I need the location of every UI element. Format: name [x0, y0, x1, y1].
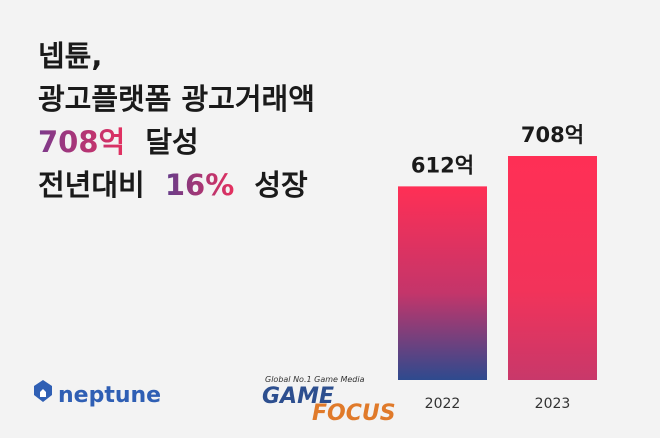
headline-highlight: 708억 [38, 125, 125, 159]
headline-text: 성장 [254, 168, 308, 202]
headline-line: 광고플랫폼 광고거래액 [38, 82, 315, 116]
headline-line: 전년대비 16% 성장 [38, 168, 308, 202]
value-label: 708억 [521, 123, 584, 147]
brand-logo: neptune [34, 380, 161, 408]
headline-text: 달성 [145, 125, 198, 159]
bar [398, 186, 487, 380]
headline-highlight: 16% [165, 168, 234, 202]
brand-name: neptune [58, 383, 161, 408]
x-tick-label: 2023 [535, 396, 571, 412]
media-name: FOCUS [312, 401, 396, 426]
value-label: 612억 [411, 153, 474, 177]
bar [508, 156, 597, 380]
x-tick-label: 2022 [425, 396, 461, 412]
brand-icon-detail [40, 389, 46, 397]
headline-line: 넵튠, [38, 39, 102, 73]
media-tagline: Global No.1 Game Media [265, 375, 365, 384]
headline-line: 708억 달성 [38, 125, 199, 159]
media-name: GAME [262, 384, 334, 409]
headline-text: 전년대비 [38, 168, 145, 202]
media-logo: Global No.1 Game Media GAME FOCUS [262, 375, 396, 426]
